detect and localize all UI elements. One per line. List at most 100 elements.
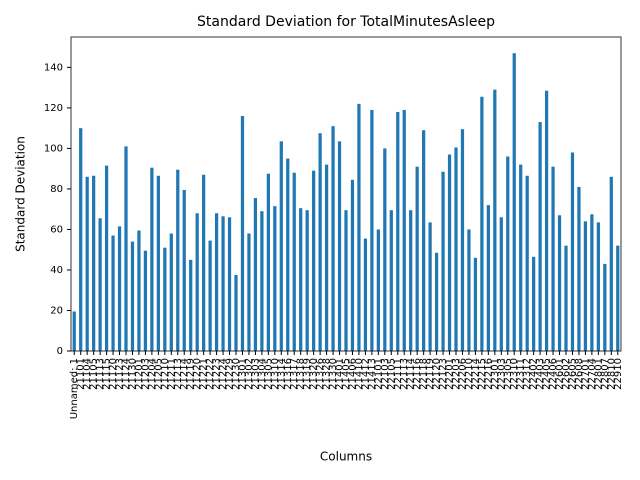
bar [376, 229, 380, 351]
x-tick-label: 21101 [76, 358, 87, 390]
x-tick-label: 22113 [399, 358, 410, 390]
bar [616, 245, 620, 351]
x-tick-label: 21303 [250, 358, 261, 390]
bar [350, 179, 355, 351]
y-tick-label: 0 [57, 346, 63, 357]
bar [202, 174, 206, 351]
x-tick-label: 22704 [587, 358, 598, 390]
x-tick-label: 21319 [302, 358, 313, 390]
x-tick-label: Unnamed: 1 [69, 358, 80, 419]
bar [111, 235, 115, 351]
x-tick-label: 22203 [451, 358, 462, 390]
bar [525, 175, 529, 351]
x-tick-label: 21224 [218, 358, 229, 390]
x-tick-label: 21205 [153, 358, 164, 390]
bar [499, 217, 503, 351]
x-tick-label: 22303 [496, 358, 507, 390]
x-tick-label: 21210 [160, 358, 171, 390]
y-tick-label: 60 [50, 224, 63, 235]
bar [189, 259, 193, 351]
x-tick-label: 22301 [490, 358, 501, 390]
bar [441, 171, 445, 351]
bar [337, 141, 342, 351]
bar [370, 109, 374, 351]
bar [85, 176, 89, 351]
x-tick-label: 22105 [386, 358, 397, 390]
plot-frame [70, 36, 622, 352]
bar [564, 245, 568, 351]
bar [208, 240, 212, 351]
bar [389, 210, 393, 351]
x-tick-label: 22312 [522, 358, 533, 390]
bar [124, 146, 128, 351]
x-tick-label: 22206 [457, 358, 468, 390]
bar [169, 233, 173, 351]
bar [551, 166, 555, 351]
x-tick-label: 21412 [360, 358, 371, 390]
bar [176, 169, 180, 351]
bar [117, 226, 122, 351]
bar [195, 213, 199, 351]
x-tick-label: 22701 [580, 358, 591, 390]
bar [544, 90, 549, 351]
x-tick-label: 22310 [509, 358, 520, 390]
x-tick-label: 21222 [205, 358, 216, 390]
x-tick-label: 22608 [574, 358, 585, 390]
x-tick-label: 22116 [412, 358, 423, 390]
bar [415, 166, 419, 351]
x-tick-label: 22111 [393, 358, 404, 390]
bar [143, 250, 148, 351]
x-tick-label: 22402 [529, 358, 540, 390]
x-tick-label: 22801 [593, 358, 604, 390]
bar [247, 233, 251, 351]
bar [156, 175, 160, 351]
bar [583, 221, 588, 351]
y-axis-label: Standard Deviation [14, 136, 28, 252]
bar [422, 130, 426, 351]
x-tick-label: 21123 [115, 358, 126, 390]
bar [596, 222, 600, 351]
x-tick-label: 21213 [173, 358, 184, 390]
chart-title: Standard Deviation for TotalMinutesAslee… [197, 14, 495, 30]
bar [130, 241, 135, 351]
x-tick-label: 21204 [147, 358, 158, 390]
bar [266, 173, 270, 351]
bar [447, 154, 452, 351]
x-tick-label: 21229 [225, 358, 236, 390]
bar [538, 122, 542, 352]
x-tick-label: 22216 [483, 358, 494, 390]
bar [137, 230, 141, 351]
x-tick-label: 22403 [535, 358, 546, 390]
x-tick-label: 21318 [296, 358, 307, 390]
x-tick-label: 22311 [516, 358, 527, 390]
x-tick-label: 21223 [212, 358, 223, 390]
x-tick-label: 21413 [367, 358, 378, 390]
bar [234, 275, 238, 351]
bar [603, 263, 607, 351]
x-tick-label: 21304 [257, 358, 268, 390]
x-tick-label: 22602 [561, 358, 572, 390]
x-tick-label: 22807 [600, 358, 611, 390]
bar [299, 208, 303, 351]
bar [318, 133, 322, 351]
x-tick-label: 21203 [140, 358, 151, 390]
bar [279, 141, 283, 351]
x-tick-label: 21305 [263, 358, 274, 390]
x-tick-label: 21120 [108, 358, 119, 390]
x-tick-label: 21219 [186, 358, 197, 390]
x-tick-label: 21105 [89, 358, 100, 390]
x-tick-label: 22120 [432, 358, 443, 390]
x-tick-label: 21130 [127, 358, 138, 390]
x-tick-label: 21211 [166, 358, 177, 390]
y-tick-label: 140 [44, 62, 63, 73]
y-tick-label: 40 [50, 265, 63, 276]
x-tick-label: 21310 [270, 358, 281, 390]
bar [486, 205, 490, 351]
bar [467, 229, 471, 351]
bar [79, 128, 83, 351]
bar [473, 257, 478, 351]
x-tick-label: 22910 [613, 358, 624, 390]
bar [402, 109, 406, 351]
y-tick-label: 80 [50, 184, 63, 195]
